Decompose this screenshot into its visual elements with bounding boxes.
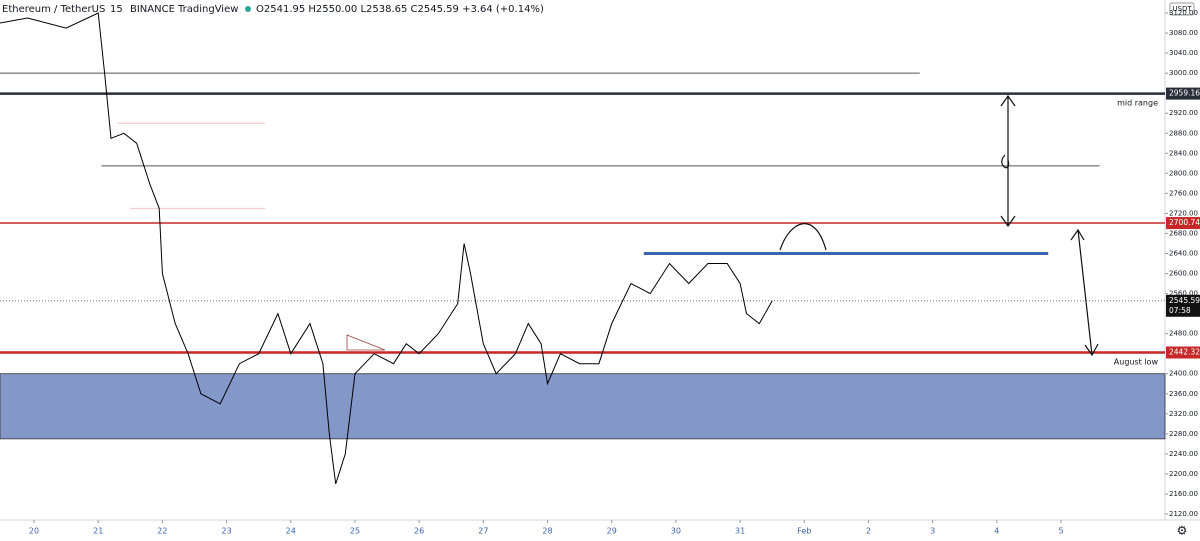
x-tick-label: 23	[221, 527, 231, 536]
x-tick-label: 4	[994, 527, 999, 536]
plot	[0, 12, 1166, 485]
x-tick-label: 20	[29, 527, 39, 536]
symbol: Ethereum / TetherUS	[2, 4, 105, 15]
x-tick-label: 25	[350, 527, 360, 536]
price-label: 2545.59	[1169, 296, 1200, 305]
x-tick-label: Feb	[797, 527, 811, 536]
exchange: BINANCE	[130, 4, 175, 15]
price-label-bg	[1166, 294, 1200, 317]
price-line	[0, 12, 773, 485]
y-tick-label: 2760.00	[1169, 189, 1198, 197]
x-tick-label: 5	[1058, 527, 1063, 536]
header: Ethereum / TetherUS 15 BINANCE TradingVi…	[2, 4, 544, 15]
x-tick-label: 21	[93, 527, 103, 536]
price-label: 2442.32	[1169, 348, 1200, 357]
y-tick-label: 2120.00	[1169, 510, 1198, 518]
y-tick-label: 2840.00	[1169, 149, 1198, 157]
countdown: 07:58	[1169, 306, 1191, 315]
y-tick-label: 2800.00	[1169, 169, 1198, 177]
y-tick-label: 2360.00	[1169, 390, 1198, 398]
x-tick-label: 24	[286, 527, 296, 536]
y-tick-label: 3040.00	[1169, 49, 1198, 57]
annotation: mid range	[1117, 99, 1158, 108]
price-label-bg	[1166, 346, 1200, 359]
currency: USDT	[1172, 5, 1192, 13]
interval: 15	[110, 4, 123, 15]
y-tick-label: 2280.00	[1169, 430, 1198, 438]
x-tick-label: 27	[478, 527, 488, 536]
y-tick-label: 3120.00	[1169, 9, 1198, 17]
y-tick-label: 2200.00	[1169, 470, 1198, 478]
y-tick-label: 2400.00	[1169, 370, 1198, 378]
y-tick-label: 2160.00	[1169, 490, 1198, 498]
brand: TradingView	[177, 4, 238, 15]
y-tick-label: 2320.00	[1169, 410, 1198, 418]
x-tick-label: 29	[607, 527, 617, 536]
y-tick-label: 2720.00	[1169, 209, 1198, 217]
y-tick-label: 2680.00	[1169, 229, 1198, 237]
x-tick-label: 3	[930, 527, 935, 536]
x-tick-label: 30	[671, 527, 681, 536]
y-tick-label: 2600.00	[1169, 270, 1198, 278]
drawings	[346, 94, 1099, 357]
y-tick-label: 2640.00	[1169, 249, 1198, 257]
y-tick-label: 2560.00	[1169, 290, 1198, 298]
arrow-mid-range	[1000, 94, 1016, 228]
x-tick-label: 2	[866, 527, 871, 536]
y-tick-label: 2480.00	[1169, 330, 1198, 338]
quote: O2541.95 H2550.00 L2538.65 C2545.59 +3.6…	[256, 4, 544, 15]
zone	[0, 373, 1166, 440]
price-label: 2959.16	[1169, 89, 1200, 98]
price-label-bg	[1166, 87, 1200, 100]
triangle	[346, 334, 386, 351]
status-dot	[245, 6, 251, 12]
price-label: 2700.74	[1169, 218, 1200, 227]
arc	[779, 223, 827, 251]
y-tick-label: 2880.00	[1169, 129, 1198, 137]
annotation: August low	[1114, 358, 1159, 367]
x-tick-label: 31	[735, 527, 745, 536]
arrow-august-low	[1070, 228, 1099, 357]
x-tick-label: 28	[542, 527, 552, 536]
currency-box[interactable]	[1169, 2, 1195, 16]
y-tick-label: 3080.00	[1169, 29, 1198, 37]
settings-icon[interactable]: ⚙	[1177, 524, 1188, 538]
y-tick-label: 2240.00	[1169, 450, 1198, 458]
price-label-bg	[1166, 217, 1200, 230]
y-tick-label: 2920.00	[1169, 109, 1198, 117]
x-tick-label: 26	[414, 527, 424, 536]
x-tick-label: 22	[157, 527, 167, 536]
y-tick-label: 3000.00	[1169, 69, 1198, 77]
